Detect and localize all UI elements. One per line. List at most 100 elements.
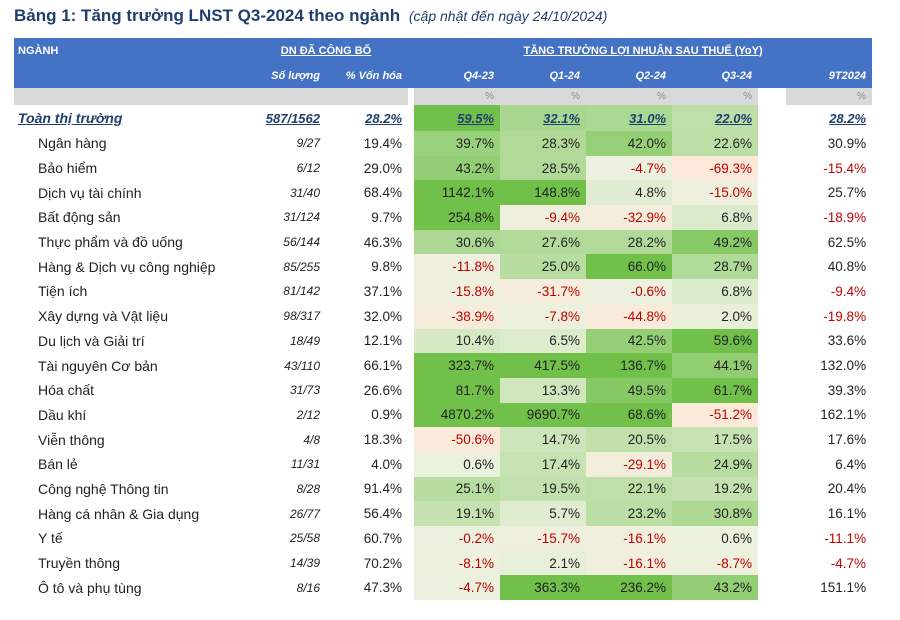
published-count: 26/77	[289, 506, 320, 521]
sector-name: Công nghệ Thông tin	[38, 480, 169, 497]
sector-row: Tài nguyên Cơ bản 43/110 66.1% 323.7% 417.5%…	[14, 353, 872, 378]
growth-cell: -51.2%	[672, 402, 759, 428]
sector-name: Truyền thông	[38, 555, 120, 572]
growth-cell: -0.2%	[414, 526, 501, 551]
growth-cell: 4.8%	[586, 180, 673, 206]
growth-cell: 0.6%	[414, 451, 501, 477]
market-cap-share: 12.1%	[363, 333, 403, 349]
growth-cell: -4.7%	[414, 575, 501, 601]
sector-name: Ô tô và phụ tùng	[38, 579, 142, 596]
market-cap-share: 32.0%	[363, 308, 403, 324]
growth-9t-cell: 39.3%	[827, 382, 867, 398]
growth-cell: 28.2%	[586, 229, 673, 255]
growth-cell: -29.1%	[586, 451, 673, 477]
growth-cell: -15.7%	[500, 526, 587, 551]
growth-cell: 42.0%	[586, 131, 673, 156]
sector-name: Toàn thị trường	[18, 110, 123, 126]
header-cap: % Vốn hóa	[326, 63, 409, 88]
growth-cell: -44.8%	[586, 303, 673, 329]
sector-name: Du lịch và Giải trí	[38, 332, 145, 349]
growth-cell: 17.5%	[672, 427, 759, 452]
sector-name: Tiện ích	[38, 283, 88, 300]
header-row-columns: Số lượng % Vốn hóa Q4-23 Q1-24 Q2-24 Q3-…	[14, 63, 873, 88]
sector-row: Hóa chất 31/73 26.6% 81.7% 13.3% 49.5% 61.7% 39…	[14, 377, 872, 403]
sector-name: Bán lẻ	[38, 456, 78, 473]
sector-name: Tài nguyên Cơ bản	[38, 357, 158, 374]
growth-9t-cell: 33.6%	[827, 333, 867, 349]
growth-cell: 1142.1%	[414, 180, 501, 206]
growth-cell: 2.0%	[672, 303, 759, 329]
growth-9t-cell: 25.7%	[827, 185, 867, 201]
header-row-groups: NGÀNH DN ĐÃ CÔNG BỐ TĂNG TRƯỞNG LỢI NHUẬ…	[14, 38, 873, 63]
growth-cell: -15.0%	[672, 180, 759, 206]
sector-name: Hàng & Dịch vụ công nghiệp	[38, 258, 216, 275]
growth-cell: 22.1%	[586, 476, 673, 502]
growth-cell: -16.1%	[586, 550, 673, 576]
growth-9t-cell: -4.7%	[830, 555, 867, 571]
growth-cell: 23.2%	[586, 501, 673, 526]
growth-cell: 32.1%	[500, 105, 587, 131]
sector-name: Xây dựng và Vật liệu	[38, 308, 169, 325]
growth-cell: 14.7%	[500, 427, 587, 452]
growth-cell: 20.5%	[586, 427, 673, 452]
header-count: Số lượng	[244, 63, 326, 88]
growth-9t-cell: 17.6%	[827, 432, 867, 448]
growth-cell: -69.3%	[672, 155, 759, 181]
growth-cell: 136.7%	[586, 353, 673, 378]
published-count: 18/49	[289, 333, 320, 348]
sector-row: Dầu khí 2/12 0.9% 4870.2% 9690.7% 68.6% -51.2%…	[14, 402, 872, 428]
title-text: Bảng 1: Tăng trưởng LNST Q3-2024 theo ng…	[14, 6, 401, 25]
growth-cell: 31.0%	[586, 105, 673, 131]
sector-row: Truyền thông 14/39 70.2% -8.1% 2.1% -16.1% -8.…	[14, 550, 872, 576]
growth-cell: 44.1%	[672, 353, 759, 378]
growth-9t-cell: -18.9%	[823, 209, 867, 225]
sector-row: Thực phẩm và đồ uống 56/144 46.3% 30.6% 27.6…	[14, 229, 872, 255]
sector-name: Bất động sản	[38, 209, 121, 226]
market-cap-share: 29.0%	[363, 160, 403, 176]
growth-cell: -15.8%	[414, 279, 501, 304]
sector-name: Viễn thông	[38, 431, 105, 448]
published-count: 587/1562	[265, 110, 320, 126]
market-cap-share: 37.1%	[363, 283, 403, 299]
sector-row: Dịch vụ tài chính 31/40 68.4% 1142.1% 148.8%…	[14, 180, 872, 206]
market-cap-share: 26.6%	[363, 382, 403, 398]
market-cap-share: 60.7%	[363, 530, 403, 546]
market-cap-share: 0.9%	[371, 407, 403, 423]
growth-cell: 9690.7%	[500, 402, 587, 428]
growth-cell: 10.4%	[414, 328, 501, 354]
growth-cell: -8.1%	[414, 550, 501, 576]
sector-row: Bất động sản 31/124 9.7% 254.8% -9.4% -32.9% 6…	[14, 205, 872, 230]
market-cap-share: 46.3%	[363, 234, 403, 250]
growth-cell: 6.8%	[672, 205, 759, 230]
published-count: 14/39	[289, 556, 320, 571]
sector-name: Thực phẩm và đồ uống	[38, 234, 183, 251]
growth-cell: 0.6%	[672, 526, 759, 551]
sector-row: Y tế 25/58 60.7% -0.2% -15.7% -16.1% 0.6% -11.1…	[14, 526, 872, 551]
growth-cell: 2.1%	[500, 550, 587, 576]
header-period: Q1-24	[500, 63, 587, 88]
growth-cell: 66.0%	[586, 254, 673, 280]
growth-cell: 148.8%	[500, 180, 587, 206]
growth-cell: 6.5%	[500, 328, 587, 354]
growth-9t-cell: 62.5%	[827, 234, 867, 250]
sector-row: Tiện ích 81/142 37.1% -15.8% -31.7% -0.6% 6.8%…	[14, 279, 872, 304]
growth-cell: 323.7%	[414, 353, 501, 378]
market-cap-share: 4.0%	[371, 456, 403, 472]
growth-cell: 43.2%	[414, 155, 501, 181]
published-count: 56/144	[283, 235, 320, 250]
sector-row: Du lịch và Giải trí 18/49 12.1% 10.4% 6.5% 42…	[14, 328, 872, 354]
growth-9t-cell: -11.1%	[824, 530, 867, 546]
growth-cell: -31.7%	[500, 279, 587, 304]
header-growth-group: TĂNG TRƯỞNG LỢI NHUẬN SAU THUẾ (YoY)	[414, 38, 873, 63]
unit-label: %	[786, 88, 873, 105]
market-cap-share: 91.4%	[363, 481, 403, 497]
growth-cell: 81.7%	[414, 377, 501, 403]
market-cap-share: 9.8%	[371, 259, 403, 275]
growth-cell: 417.5%	[500, 353, 587, 378]
growth-cell: 28.7%	[672, 254, 759, 280]
sector-name: Ngân hàng	[38, 135, 107, 152]
published-count: 81/142	[283, 284, 320, 299]
growth-cell: 17.4%	[500, 451, 587, 477]
sector-row: Bán lẻ 11/31 4.0% 0.6% 17.4% -29.1% 24.9% 6.4%	[14, 451, 872, 477]
growth-9t-cell: -15.4%	[823, 160, 867, 176]
